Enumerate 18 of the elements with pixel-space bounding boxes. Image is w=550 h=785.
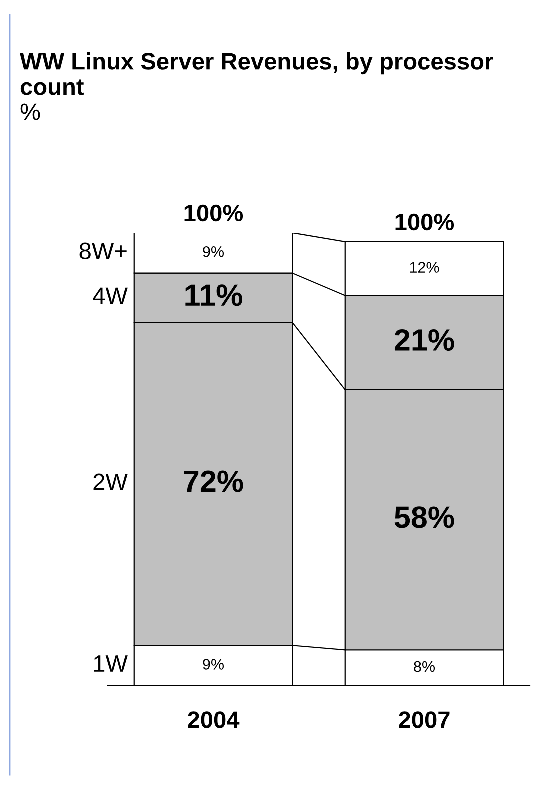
data-label: 9%: [203, 659, 224, 670]
total-label: 100%: [396, 214, 454, 231]
total-label: 100%: [184, 204, 244, 222]
series-label: 1W: [94, 656, 128, 672]
data-label: 21%: [394, 329, 454, 352]
x-tick-label: 2004: [188, 712, 240, 728]
series-label: 2W: [94, 474, 128, 490]
chart-title: WW Linux Server Revenues, by processor count: [20, 52, 494, 96]
data-label: 58%: [394, 506, 454, 528]
data-label: 11%: [186, 284, 242, 306]
data-label: 72%: [184, 470, 244, 492]
series-label: 8W+: [80, 242, 127, 260]
data-label: 8%: [414, 661, 435, 672]
data-label: 9%: [203, 246, 224, 258]
x-tick-label: 2007: [399, 712, 450, 728]
data-label: 12%: [410, 262, 440, 273]
series-label: 4W: [93, 288, 128, 304]
chart-subtitle: %: [20, 104, 40, 120]
